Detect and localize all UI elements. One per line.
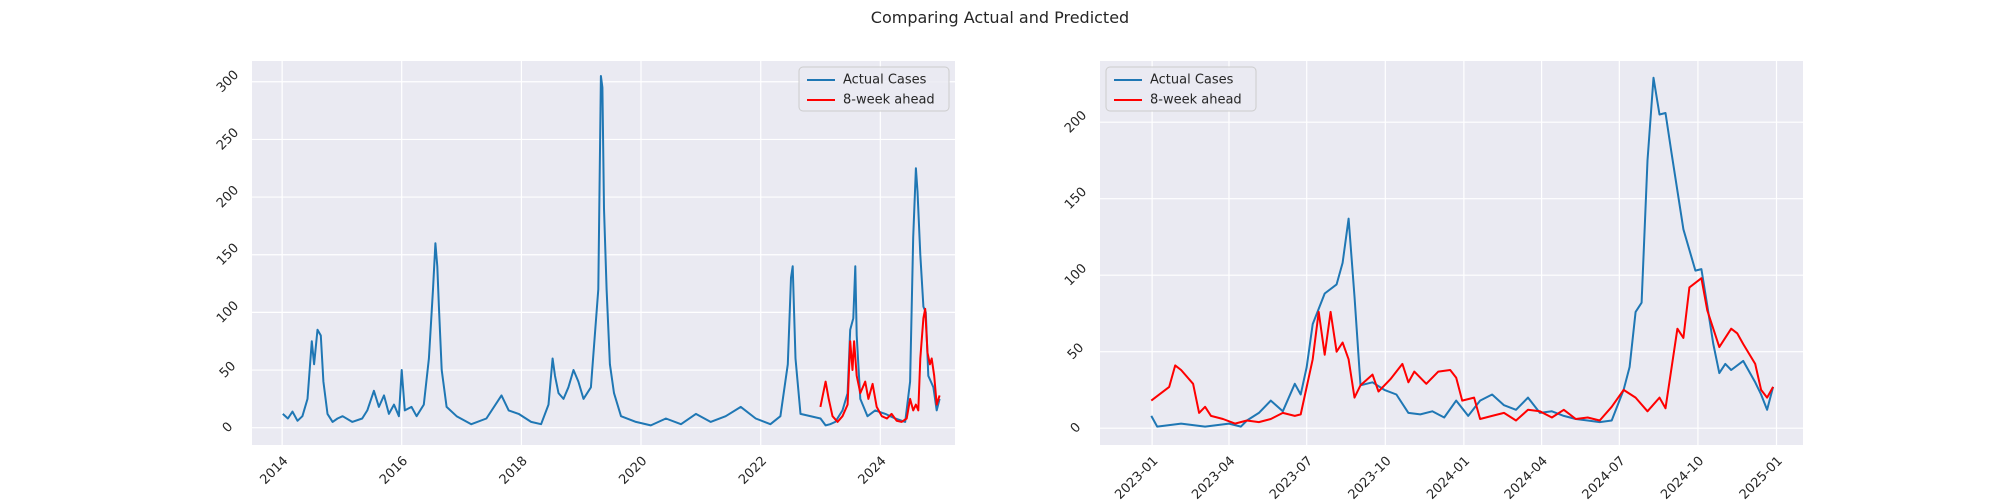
legend-box bbox=[1105, 66, 1257, 112]
legend-label: Actual Cases bbox=[1150, 73, 1234, 88]
y-tick-label: 100 bbox=[214, 298, 242, 326]
y-tick-label: 150 bbox=[214, 241, 242, 269]
x-tick-label: 2023-04 bbox=[1189, 454, 1238, 500]
y-tick-label: 150 bbox=[1062, 185, 1090, 213]
series-line-8-week-ahead bbox=[819, 307, 941, 423]
x-tick-label: 2016 bbox=[377, 454, 411, 488]
y-tick-label: 200 bbox=[214, 183, 242, 211]
y-tick-label: 100 bbox=[1062, 261, 1090, 289]
series-line-actual-cases bbox=[1150, 76, 1775, 428]
plot-area bbox=[1100, 61, 1803, 445]
legend-label: Actual Cases bbox=[843, 73, 927, 88]
x-tick-label: 2024-07 bbox=[1580, 454, 1629, 500]
y-tick-label: 300 bbox=[214, 68, 242, 96]
x-tick-label: 2023-10 bbox=[1346, 454, 1395, 500]
x-tick-label: 2018 bbox=[497, 454, 531, 488]
legend-box bbox=[798, 66, 950, 112]
x-tick-label: 2020 bbox=[616, 454, 650, 488]
x-tick-label: 2023-01 bbox=[1112, 454, 1161, 500]
x-tick-label: 2024-10 bbox=[1658, 454, 1707, 500]
legend-label: 8-week ahead bbox=[843, 93, 935, 108]
x-tick-label: 2014 bbox=[257, 454, 291, 488]
x-tick-label: 2023-07 bbox=[1267, 454, 1316, 500]
series-line-actual-cases bbox=[282, 75, 941, 427]
legend: Actual Cases 8-week ahead bbox=[1105, 66, 1257, 112]
y-tick-label: 250 bbox=[214, 125, 242, 153]
x-tick-label: 2025-01 bbox=[1737, 454, 1786, 500]
y-tick-label: 50 bbox=[217, 359, 239, 381]
legend-label: 8-week ahead bbox=[1150, 93, 1242, 108]
y-tick-label: 0 bbox=[1068, 420, 1084, 436]
legend: Actual Cases 8-week ahead bbox=[798, 66, 950, 112]
x-tick-label: 2022 bbox=[736, 454, 770, 488]
series-line-8-week-ahead bbox=[1150, 277, 1774, 425]
chart-panel-left: 0 50 100 150 200 250 300 2014 2016 2018 2020 2022 20… bbox=[214, 61, 955, 488]
y-tick-label: 50 bbox=[1065, 341, 1087, 363]
chart-panel-right: 0 50 100 150 200 2023-01 2023-04 2023-07 2023-10… bbox=[1062, 61, 1803, 500]
x-tick-label: 2024 bbox=[856, 454, 890, 488]
x-tick-label: 2024-01 bbox=[1424, 454, 1473, 500]
y-tick-label: 0 bbox=[220, 419, 236, 435]
x-tick-label: 2024-04 bbox=[1502, 454, 1551, 500]
y-tick-label: 200 bbox=[1062, 108, 1090, 136]
figure-title: Comparing Actual and Predicted bbox=[870, 8, 1130, 27]
